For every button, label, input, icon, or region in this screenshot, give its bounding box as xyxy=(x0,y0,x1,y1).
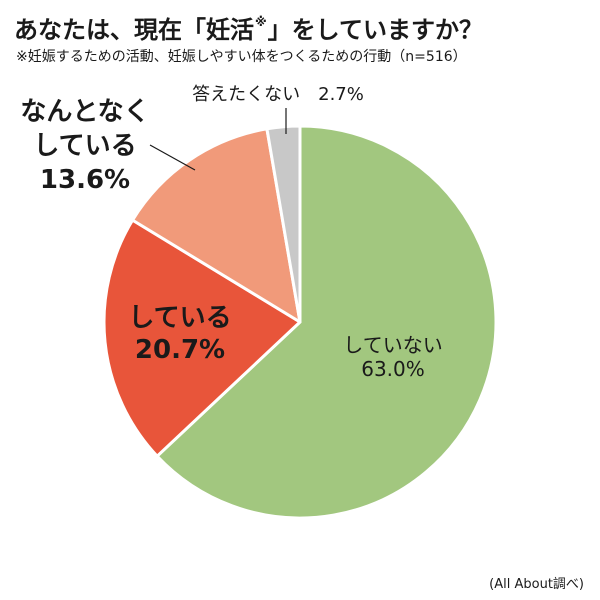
slice-value-2: 20.7% xyxy=(135,335,225,365)
pie-slice-1 xyxy=(155,124,498,520)
pie-slices xyxy=(102,124,498,520)
pie-slice-2 xyxy=(102,218,302,458)
source-note: (All About調べ) xyxy=(489,577,584,592)
slice-value-3: 13.6% xyxy=(40,165,130,195)
chart-title-prefix: あなたは、現在「妊活 xyxy=(14,16,254,44)
pie-slice-4 xyxy=(265,124,302,324)
slice-label-2: している xyxy=(128,303,231,333)
chart-title: あなたは、現在「妊活※」をしていますか？ xyxy=(14,10,483,45)
slice-label-1: していない xyxy=(343,333,442,357)
chart-title-mark: ※ xyxy=(255,15,267,29)
pie-labels: していない63.0%している20.7%なんとなくしている13.6%答えたくない … xyxy=(20,84,442,381)
slice-label-3-line-2: している xyxy=(33,131,136,161)
chart-title-suffix: 」をしていますか？ xyxy=(267,16,483,44)
slice-label-3-line-1: なんとなく xyxy=(20,97,149,127)
chart-subtitle: ※妊娠するための活動、妊娠しやすい体をつくるための行動（n=516） xyxy=(16,49,467,65)
slice-value-1: 63.0% xyxy=(361,357,425,381)
slice-label-4: 答えたくない 2.7% xyxy=(192,84,364,105)
leader-line-3 xyxy=(149,144,196,171)
pie-slice-3 xyxy=(131,127,302,324)
